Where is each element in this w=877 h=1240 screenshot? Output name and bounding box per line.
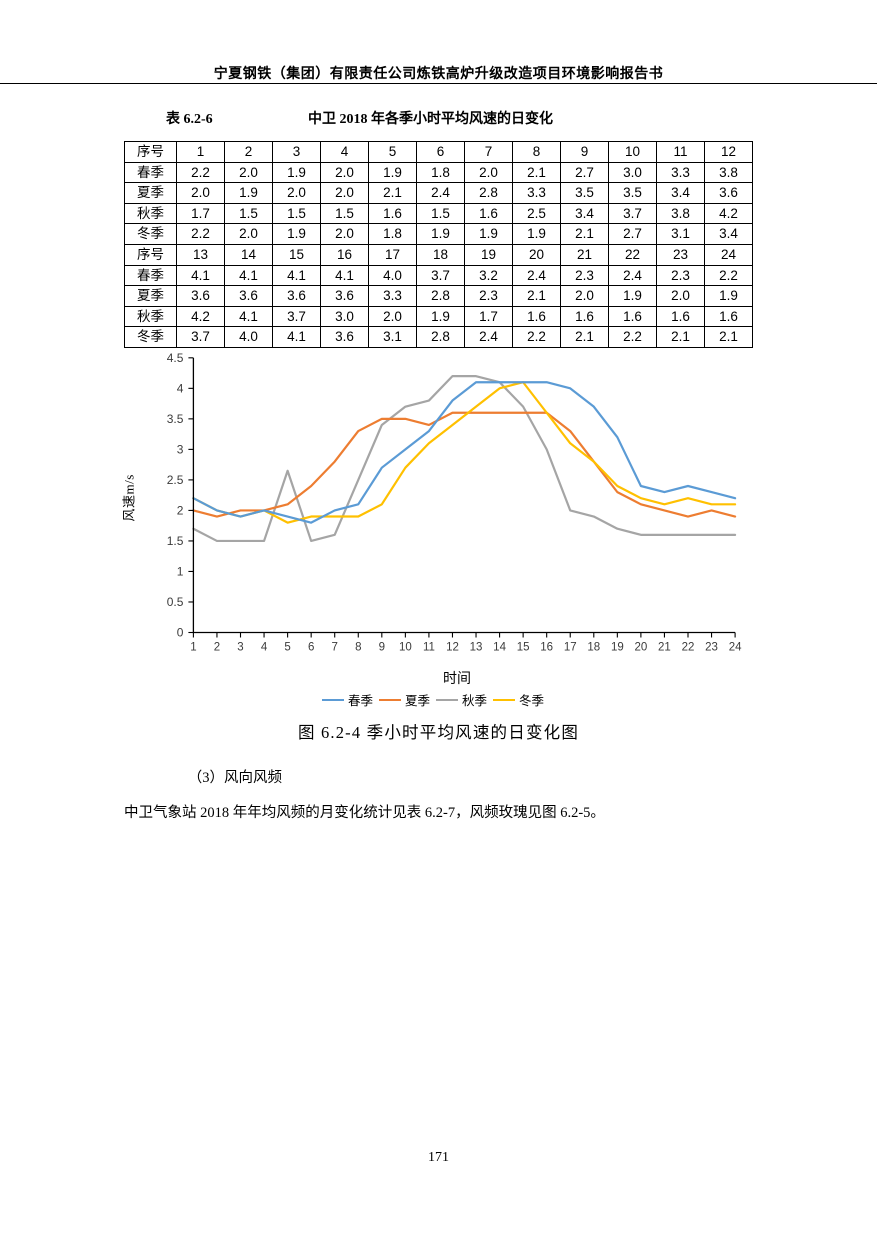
svg-text:9: 9 <box>379 642 385 654</box>
svg-text:6: 6 <box>308 642 314 654</box>
svg-text:4: 4 <box>177 381 184 395</box>
svg-text:0.5: 0.5 <box>167 595 184 609</box>
svg-text:3.5: 3.5 <box>167 412 184 426</box>
svg-text:19: 19 <box>611 642 624 654</box>
svg-text:16: 16 <box>540 642 553 654</box>
svg-text:12: 12 <box>446 642 459 654</box>
svg-text:2: 2 <box>177 503 184 517</box>
svg-text:4.5: 4.5 <box>167 351 184 365</box>
svg-text:1: 1 <box>177 564 184 578</box>
svg-text:0: 0 <box>177 626 184 640</box>
svg-text:1: 1 <box>190 642 196 654</box>
svg-text:5: 5 <box>284 642 290 654</box>
svg-text:10: 10 <box>399 642 412 654</box>
svg-text:4: 4 <box>261 642 268 654</box>
svg-text:11: 11 <box>423 642 435 654</box>
svg-text:2.5: 2.5 <box>167 473 184 487</box>
svg-text:20: 20 <box>634 642 647 654</box>
svg-text:3: 3 <box>177 442 184 456</box>
svg-text:21: 21 <box>658 642 671 654</box>
svg-text:2: 2 <box>214 642 220 654</box>
svg-text:1.5: 1.5 <box>167 534 184 548</box>
svg-text:22: 22 <box>682 642 695 654</box>
svg-text:24: 24 <box>729 642 742 654</box>
svg-text:23: 23 <box>705 642 718 654</box>
svg-text:14: 14 <box>493 642 506 654</box>
svg-text:8: 8 <box>355 642 361 654</box>
svg-text:13: 13 <box>470 642 483 654</box>
svg-text:18: 18 <box>587 642 600 654</box>
svg-text:3: 3 <box>237 642 243 654</box>
svg-text:7: 7 <box>332 642 338 654</box>
svg-text:15: 15 <box>517 642 530 654</box>
svg-text:17: 17 <box>564 642 577 654</box>
